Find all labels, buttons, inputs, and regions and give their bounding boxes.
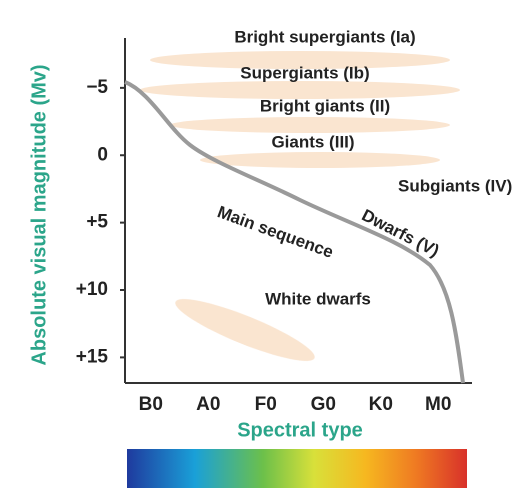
region-label: Main sequence	[215, 202, 336, 262]
y-tick-label: +15	[76, 346, 109, 367]
x-tick-label: A0	[196, 394, 220, 415]
y-tick-label: +10	[76, 279, 108, 300]
x-tick-label: G0	[311, 394, 336, 415]
region-label: Subgiants (IV)	[398, 176, 512, 195]
spectrum-bar	[127, 449, 467, 488]
region-label: Bright giants (II)	[260, 96, 390, 115]
region-label: White dwarfs	[265, 289, 371, 308]
y-tick-label: 0	[97, 144, 108, 165]
x-tick-label: K0	[369, 394, 393, 415]
x-tick-label: M0	[425, 394, 451, 415]
region-label: Giants (III)	[271, 132, 354, 151]
y-axis-label: Absolute visual magnitude (Mv)	[28, 64, 50, 365]
region-label: Supergiants (Ib)	[240, 63, 369, 82]
y-tick-label: −5	[86, 77, 108, 98]
giant-bands	[140, 51, 460, 361]
x-tick-label: F0	[255, 394, 277, 415]
x-tick-label: B0	[139, 394, 163, 415]
main-sequence-curve	[124, 80, 465, 384]
x-axis-label: Spectral type	[237, 419, 363, 441]
region-label: Bright supergiants (Ia)	[234, 27, 415, 46]
y-tick-label: +5	[86, 212, 108, 233]
